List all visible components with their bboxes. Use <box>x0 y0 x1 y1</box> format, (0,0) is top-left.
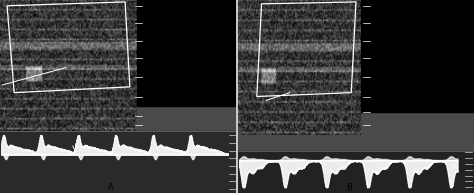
Bar <box>238 0 474 151</box>
Text: B: B <box>346 183 352 192</box>
Bar <box>0 0 236 131</box>
Bar <box>238 151 474 193</box>
Bar <box>137 0 236 106</box>
Text: A: A <box>108 183 114 192</box>
Text: CB: CB <box>450 164 457 169</box>
Bar <box>0 131 236 193</box>
Bar <box>361 0 474 112</box>
